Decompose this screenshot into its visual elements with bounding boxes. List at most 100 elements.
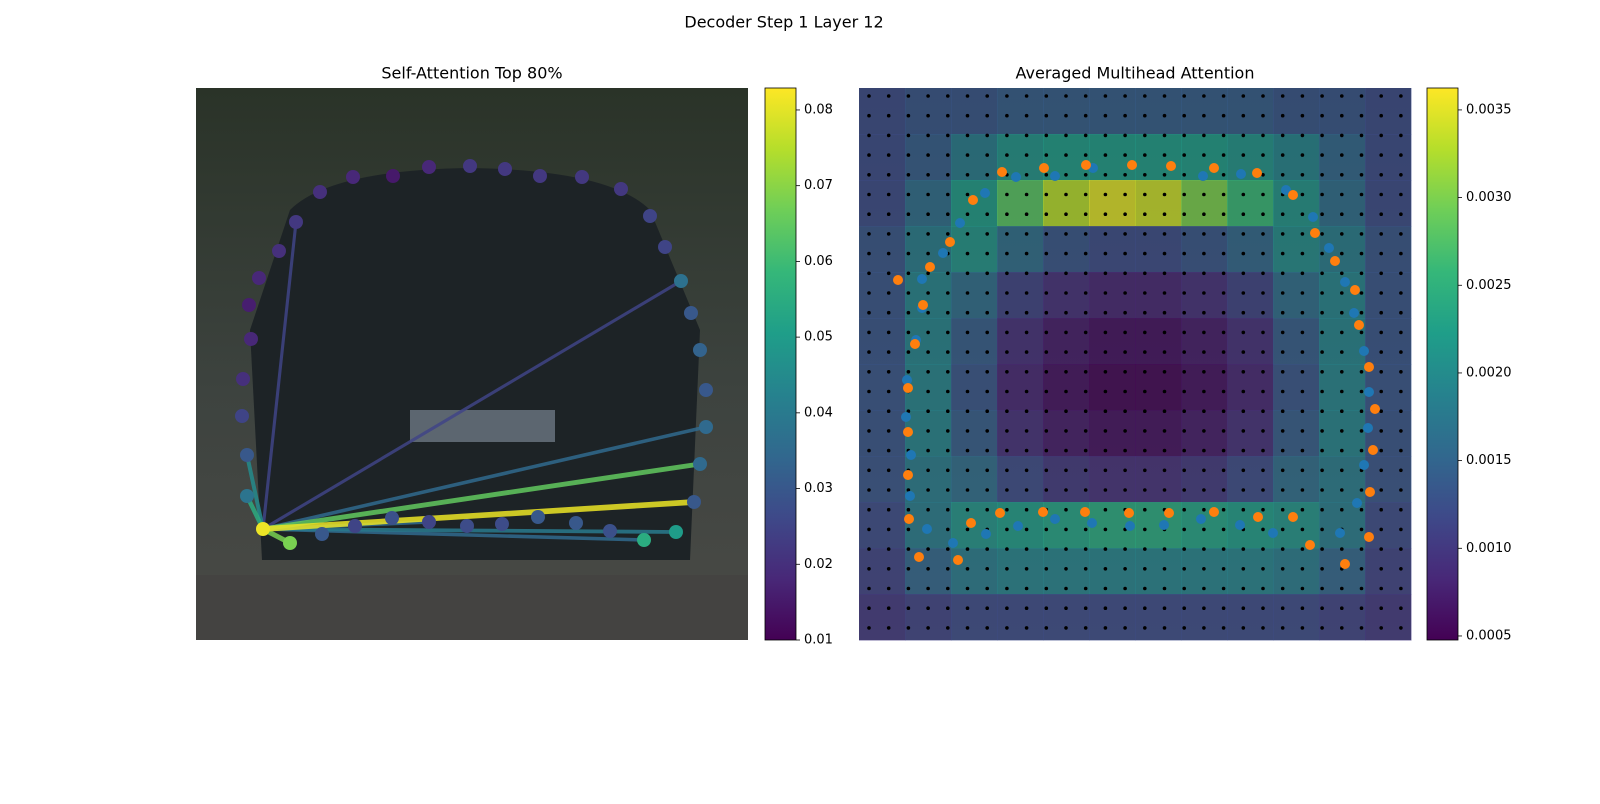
colorbar-tick-label: 0.06: [804, 254, 833, 269]
grid-dot: [1202, 547, 1206, 551]
grid-dot: [886, 586, 891, 591]
grid-dot: [1340, 251, 1344, 256]
heatmap-cell: [1227, 548, 1274, 595]
grid-dot: [1399, 271, 1403, 276]
grid-dot: [1103, 488, 1108, 492]
point: [1340, 559, 1350, 569]
point: [1198, 171, 1208, 181]
grid-dot: [1399, 429, 1403, 433]
heatmap-cell: [1273, 364, 1320, 411]
grid-dot: [1083, 330, 1088, 335]
grid-dot: [985, 310, 989, 315]
grid-dot: [1340, 547, 1344, 551]
grid-dot: [1143, 389, 1147, 394]
point: [903, 383, 913, 393]
heatmap-cell: [997, 456, 1044, 503]
grid-dot: [886, 567, 891, 571]
grid-dot: [946, 192, 950, 197]
grid-dot: [1005, 330, 1009, 335]
grid-dot: [1320, 468, 1324, 473]
grid-dot: [1221, 212, 1226, 216]
grid-dot: [867, 212, 871, 216]
grid-dot: [886, 507, 891, 512]
grid-dot: [906, 527, 911, 532]
grid-dot: [1005, 586, 1009, 591]
grid-dot: [1182, 606, 1186, 610]
grid-dot: [1399, 409, 1403, 414]
grid-dot: [985, 133, 989, 138]
grid-dot: [867, 488, 871, 492]
heatmap-cell: [997, 180, 1044, 227]
heatmap-cell: [1227, 594, 1274, 641]
grid-dot: [1221, 330, 1226, 335]
grid-dot: [1202, 370, 1206, 374]
grid-dot: [1103, 291, 1108, 295]
grid-dot: [1300, 567, 1305, 571]
grid-dot: [1024, 468, 1029, 473]
attention-point: [422, 515, 436, 529]
grid-dot: [1083, 212, 1088, 216]
grid-dot: [1024, 330, 1029, 335]
grid-dot: [1103, 626, 1108, 630]
grid-dot: [1320, 389, 1324, 394]
grid-dot: [1103, 133, 1108, 138]
grid-dot: [1399, 291, 1403, 295]
grid-dot: [1280, 370, 1285, 374]
grid-dot: [1300, 350, 1305, 354]
grid-dot: [926, 507, 930, 512]
grid-dot: [1261, 232, 1265, 236]
heatmap-cell: [1181, 318, 1228, 365]
grid-dot: [926, 133, 930, 138]
grid-dot: [946, 468, 950, 473]
grid-dot: [1202, 291, 1206, 295]
grid-dot: [1280, 448, 1285, 453]
attention-point: [693, 457, 707, 471]
grid-dot: [1005, 488, 1009, 492]
attention-edge: [260, 461, 703, 532]
grid-dot: [965, 173, 970, 177]
grid-dot: [965, 527, 970, 532]
point: [1124, 508, 1134, 518]
attention-point: [463, 159, 477, 173]
grid-dot: [1103, 113, 1108, 118]
heatmap-cell: [1181, 410, 1228, 457]
grid-dot: [926, 251, 930, 256]
grid-dot: [1064, 271, 1068, 276]
attention-point: [252, 271, 266, 285]
grid-dot: [946, 173, 950, 177]
grid-dot: [1202, 94, 1206, 98]
colorbar-tick-label: 0.02: [804, 557, 833, 572]
grid-dot: [1005, 291, 1009, 295]
heatmap-cell: [859, 318, 906, 365]
grid-dot: [946, 507, 950, 512]
grid-dot: [1103, 350, 1108, 354]
grid-dot: [906, 507, 911, 512]
grid-dot: [1162, 626, 1167, 630]
grid-dot: [1300, 547, 1305, 551]
grid-dot: [886, 350, 891, 354]
attention-point: [674, 274, 688, 288]
point: [914, 552, 924, 562]
grid-dot: [1300, 251, 1305, 256]
grid-dot: [1162, 212, 1167, 216]
grid-dot: [1241, 507, 1246, 512]
grid-dot: [1143, 212, 1147, 216]
attention-point: [637, 533, 651, 547]
grid-dot: [1379, 429, 1383, 433]
grid-dot: [1005, 626, 1009, 630]
grid-dot: [1202, 153, 1206, 157]
grid-dot: [1379, 153, 1383, 157]
grid-dot: [1103, 429, 1108, 433]
grid-dot: [1064, 586, 1068, 591]
grid-dot: [1241, 350, 1246, 354]
grid-dot: [1044, 488, 1049, 492]
grid-dot: [1241, 192, 1246, 197]
grid-dot: [1359, 507, 1364, 512]
grid-dot: [867, 409, 871, 414]
heatmap-cell: [951, 456, 998, 503]
heatmap-cell: [905, 180, 952, 227]
point: [1268, 528, 1278, 538]
grid-dot: [1241, 113, 1246, 118]
grid-dot: [1024, 153, 1029, 157]
grid-dot: [1162, 350, 1167, 354]
